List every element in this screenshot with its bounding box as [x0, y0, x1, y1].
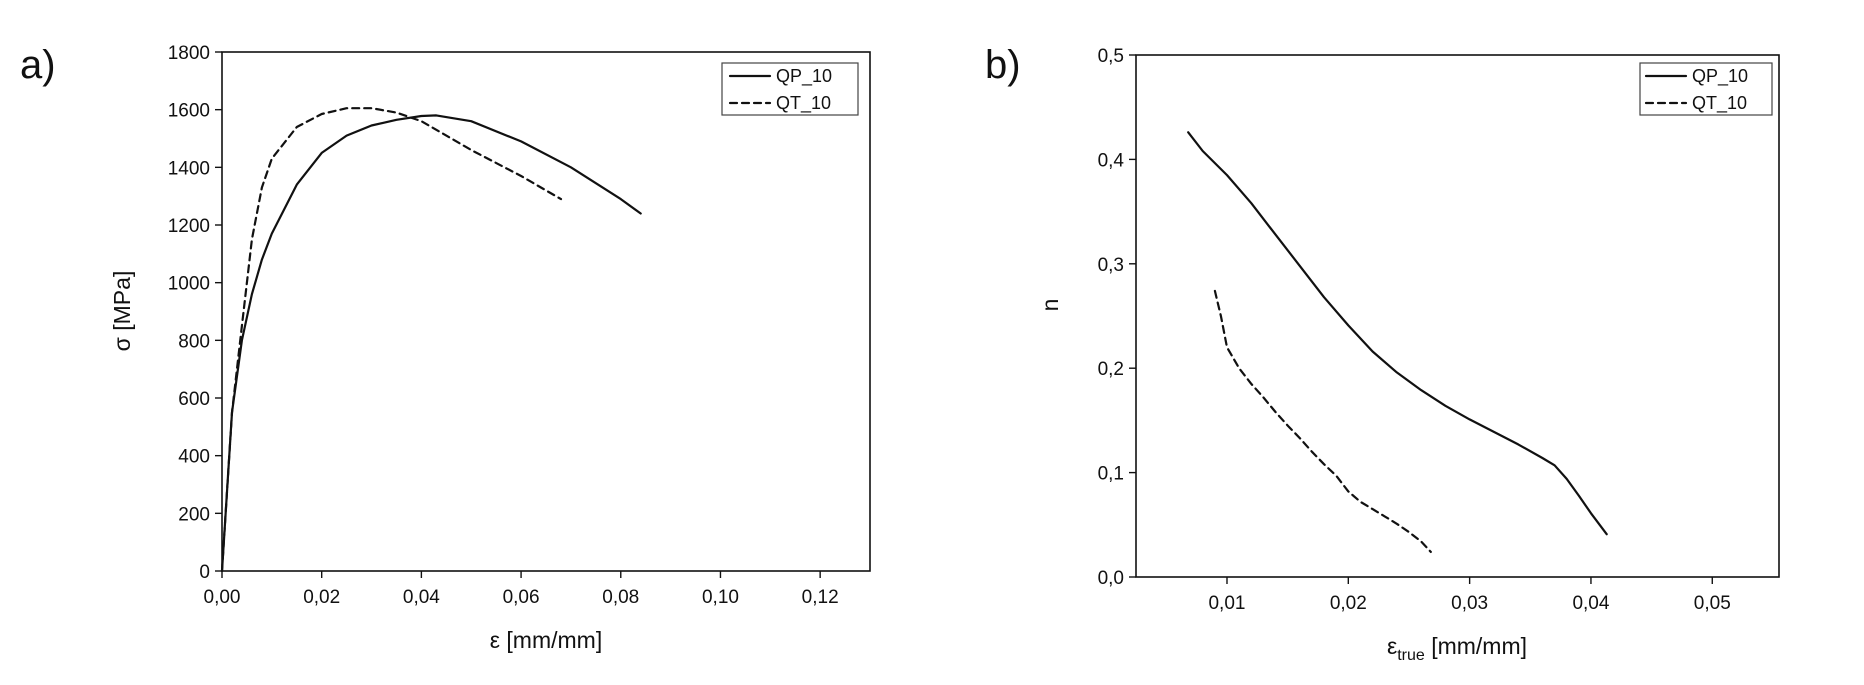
chart-a-x-tick-label: 0,00 — [204, 587, 241, 608]
chart-a: 0,00 0,02 0,04 0,06 0,08 0,10 0,12 0 200 400 600 8… — [109, 43, 871, 653]
chart-a-series — [220, 107, 642, 573]
chart-b-x-axis-title: εtrue [mm/mm] — [1387, 633, 1527, 664]
chart-b-series-qt-10 — [1213, 289, 1432, 553]
chart-b-series-qp-10 — [1187, 131, 1608, 536]
chart-a-x-tick-labels: 0,00 0,02 0,04 0,06 0,08 0,10 0,12 — [204, 587, 839, 608]
chart-b-y-tick-labels: 0,0 0,1 0,2 0,3 0,4 0,5 — [1098, 46, 1125, 589]
chart-b-legend-label-qt: QT_10 — [1692, 93, 1747, 114]
chart-a-legend-label-qt: QT_10 — [776, 93, 831, 114]
chart-b: 0,01 0,02 0,03 0,04 0,05 0,00,10,20,30,40,5 … — [1037, 46, 1780, 664]
chart-a-x-tick-label: 0,04 — [403, 587, 440, 608]
chart-a-x-tick-label: 0,12 — [802, 587, 839, 608]
chart-a-y-tick-label: 1000 — [168, 274, 210, 295]
chart-b-y-tick-label: 0,4 — [1098, 150, 1125, 171]
chart-b-legend-box — [1639, 62, 1773, 116]
chart-a-y-tick-label: 200 — [178, 504, 210, 525]
chart-b-y-tick-label: 0,2 — [1098, 359, 1124, 380]
chart-a-y-tick-label: 1400 — [168, 158, 210, 179]
chart-a-x-tick-label: 0,06 — [503, 587, 540, 608]
chart-b-x-tick-label: 0,01 — [1208, 593, 1245, 614]
chart-a-y-axis-title: σ [MPa] — [109, 271, 135, 352]
chart-a-y-tick-label: 1600 — [168, 101, 210, 122]
chart-a-y-tick-label: 1800 — [168, 43, 210, 64]
chart-a-series-qt-10 — [220, 107, 563, 573]
chart-b-ticks — [1129, 54, 1713, 584]
chart-a-x-tick-label: 0,02 — [303, 587, 340, 608]
chart-b-y-tick-label: 0,3 — [1098, 255, 1124, 276]
chart-b-y-axis-title: n — [1037, 299, 1063, 312]
chart-b-x-tick-label: 0,03 — [1451, 593, 1488, 614]
chart-a-y-tick-label: 1200 — [168, 216, 210, 237]
chart-a-y-tick-label: 400 — [178, 447, 210, 468]
chart-a-y-tick-label: 800 — [178, 331, 210, 352]
chart-b-x-tick-label: 0,02 — [1330, 593, 1367, 614]
chart-a-y-tick-labels: 0 200 400 600 800 1000 1200 1400 1600 1800 — [168, 43, 210, 583]
chart-b-x-tick-label: 0,04 — [1572, 593, 1609, 614]
chart-b-x-axis-title-unit: [mm/mm] — [1425, 633, 1527, 659]
chart-a-legend-box — [721, 62, 859, 116]
chart-b-plot-frame — [1135, 54, 1780, 578]
chart-b-y-tick-label: 0,0 — [1098, 568, 1124, 589]
chart-b-y-tick-label: 0,1 — [1098, 464, 1124, 485]
chart-b-x-tick-labels: 0,01 0,02 0,03 0,04 0,05 — [1208, 593, 1730, 614]
panel-b-label: b) — [985, 43, 1021, 87]
chart-a-plot-frame — [221, 51, 871, 572]
chart-b-legend-label-qp: QP_10 — [1692, 66, 1748, 87]
chart-a-x-tick-label: 0,10 — [702, 587, 739, 608]
chart-b-x-axis-title-subscript: true — [1397, 647, 1425, 664]
chart-a-legend-label-qp: QP_10 — [776, 66, 832, 87]
chart-a-x-axis-title: ε [mm/mm] — [490, 627, 602, 653]
chart-b-x-axis-title-symbol: ε — [1387, 633, 1397, 659]
chart-a-y-tick-label: 0 — [199, 562, 210, 583]
chart-a-x-tick-label: 0,08 — [602, 587, 639, 608]
chart-b-x-tick-label: 0,05 — [1694, 593, 1731, 614]
chart-b-y-tick-label: 0,5 — [1098, 46, 1124, 67]
chart-b-series — [1187, 131, 1608, 553]
panel-a-label: a) — [20, 43, 56, 87]
chart-a-y-tick-label: 600 — [178, 389, 210, 410]
chart-a-ticks — [215, 51, 821, 578]
chart-a-legend: QP_10 QT_10 — [721, 62, 859, 116]
chart-b-legend: QP_10 QT_10 — [1639, 62, 1773, 116]
chart-a-series-qp-10 — [220, 114, 642, 573]
